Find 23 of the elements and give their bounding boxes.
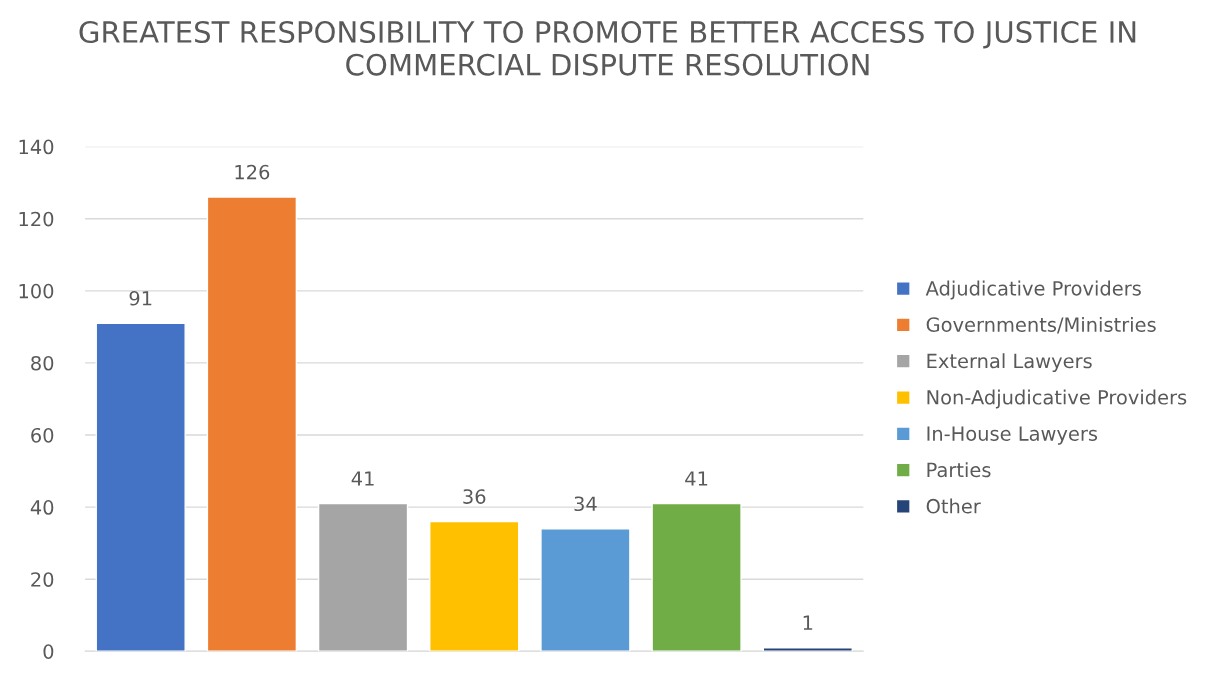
y-tick-label: 120 — [19, 211, 54, 227]
legend-label: Non-Adjudicative Providers — [927, 389, 1187, 409]
data-label: 36 — [463, 489, 486, 504]
data-label: 41 — [351, 471, 374, 486]
data-label: 91 — [129, 290, 152, 306]
legend-label: Adjudicative Providers — [925, 280, 1141, 300]
y-tick-label: 0 — [43, 644, 54, 659]
legend-label: Governments/Ministries — [926, 316, 1156, 334]
legend-label: Other — [926, 498, 981, 514]
data-label: 126 — [235, 164, 270, 180]
y-tick-label: 60 — [31, 427, 54, 443]
y-tick-label: 140 — [19, 139, 54, 155]
y-tick-label: 20 — [31, 572, 54, 587]
data-label: 1 — [803, 615, 813, 630]
legend-label: Parties — [927, 462, 991, 478]
y-tick-label: 100 — [19, 283, 54, 299]
legend-label: External Lawyers — [927, 353, 1092, 373]
y-tick-label: 80 — [31, 355, 54, 371]
data-label: 41 — [685, 471, 708, 486]
legend-label: In-House Lawyers — [927, 426, 1098, 445]
y-tick-label: 40 — [30, 500, 54, 515]
chart-title: GREATEST RESPONSIBILITY TO PROMOTE BETTER ACCESS TO JUSTICE IN COMMERCIAL DISPUTE RESOLUTION — [79, 20, 1136, 76]
data-label: 34 — [574, 496, 597, 512]
